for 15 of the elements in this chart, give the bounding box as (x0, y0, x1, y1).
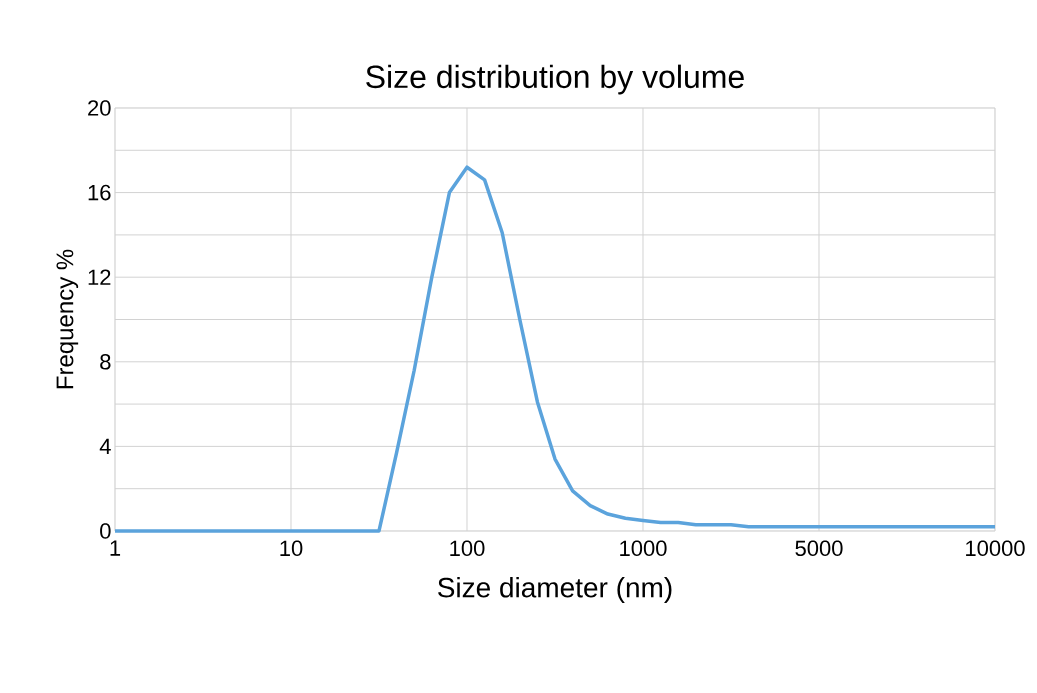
y-tick-label: 12 (88, 269, 111, 285)
x-axis-title: Size diameter (nm) (438, 576, 672, 604)
x-tick-label: 10000 (966, 540, 1025, 557)
y-tick-label: 0 (100, 523, 111, 539)
y-tick-label: 8 (100, 353, 111, 370)
x-tick-label: 100 (450, 540, 485, 557)
x-tick-label: 1000 (620, 540, 667, 557)
x-tick-label: 10 (280, 540, 303, 557)
x-tick-label: 5000 (795, 540, 843, 557)
y-tick-label: 16 (88, 184, 111, 201)
y-axis-title: Frequency % (56, 249, 79, 389)
x-tick-label: 1 (110, 540, 121, 556)
chart-title: Size distribution by volume (366, 64, 744, 95)
y-tick-label: 20 (88, 100, 111, 116)
y-tick-label: 4 (99, 438, 111, 454)
